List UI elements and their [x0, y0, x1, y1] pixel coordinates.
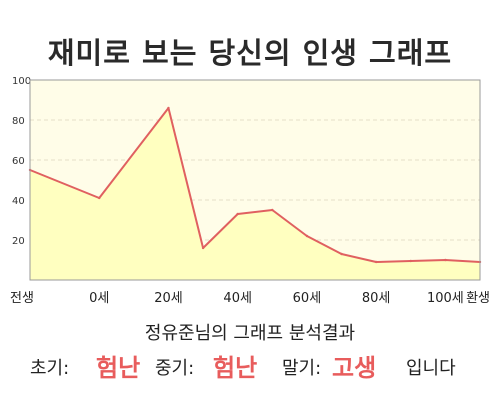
middle-value: 험난 [213, 354, 258, 382]
early-value: 험난 [96, 354, 141, 382]
y-tick-label: 60 [12, 156, 25, 167]
data-point [201, 246, 205, 250]
x-tick-label: 전생 [10, 291, 34, 306]
x-tick-label: 40세 [223, 291, 252, 306]
data-point [271, 208, 274, 212]
early-label: 초기: [30, 358, 70, 379]
data-point [167, 106, 170, 110]
x-tick-label: 80세 [362, 291, 391, 306]
area-fill [30, 108, 480, 280]
y-tick-label: 40 [12, 196, 25, 207]
late-value: 고생 [332, 354, 377, 382]
late-label: 말기: [282, 358, 322, 379]
middle-label: 중기: [155, 358, 195, 379]
analysis-suffix: 입니다 [406, 358, 456, 379]
x-tick-label: 0세 [89, 291, 109, 306]
data-point [340, 252, 343, 256]
data-point [305, 234, 309, 238]
data-point [236, 212, 239, 216]
y-tick-label: 100 [12, 76, 31, 87]
analysis-heading: 정유준님의 그래프 분석결과 [144, 323, 356, 344]
page-title: 재미로 보는 당신의 인생 그래프 [47, 36, 453, 70]
y-tick-label: 20 [12, 236, 25, 247]
series-line [29, 107, 481, 263]
data-point [98, 196, 101, 200]
plot-border [29, 79, 481, 281]
data-point [409, 259, 412, 263]
x-tick-label: 환생 [466, 291, 490, 306]
data-point [444, 258, 447, 262]
x-tick-label: 100세 [427, 291, 464, 306]
y-tick-label: 80 [12, 116, 25, 127]
x-tick-label: 20세 [154, 291, 183, 306]
x-tick-label: 60세 [293, 291, 322, 306]
data-point [374, 260, 378, 264]
